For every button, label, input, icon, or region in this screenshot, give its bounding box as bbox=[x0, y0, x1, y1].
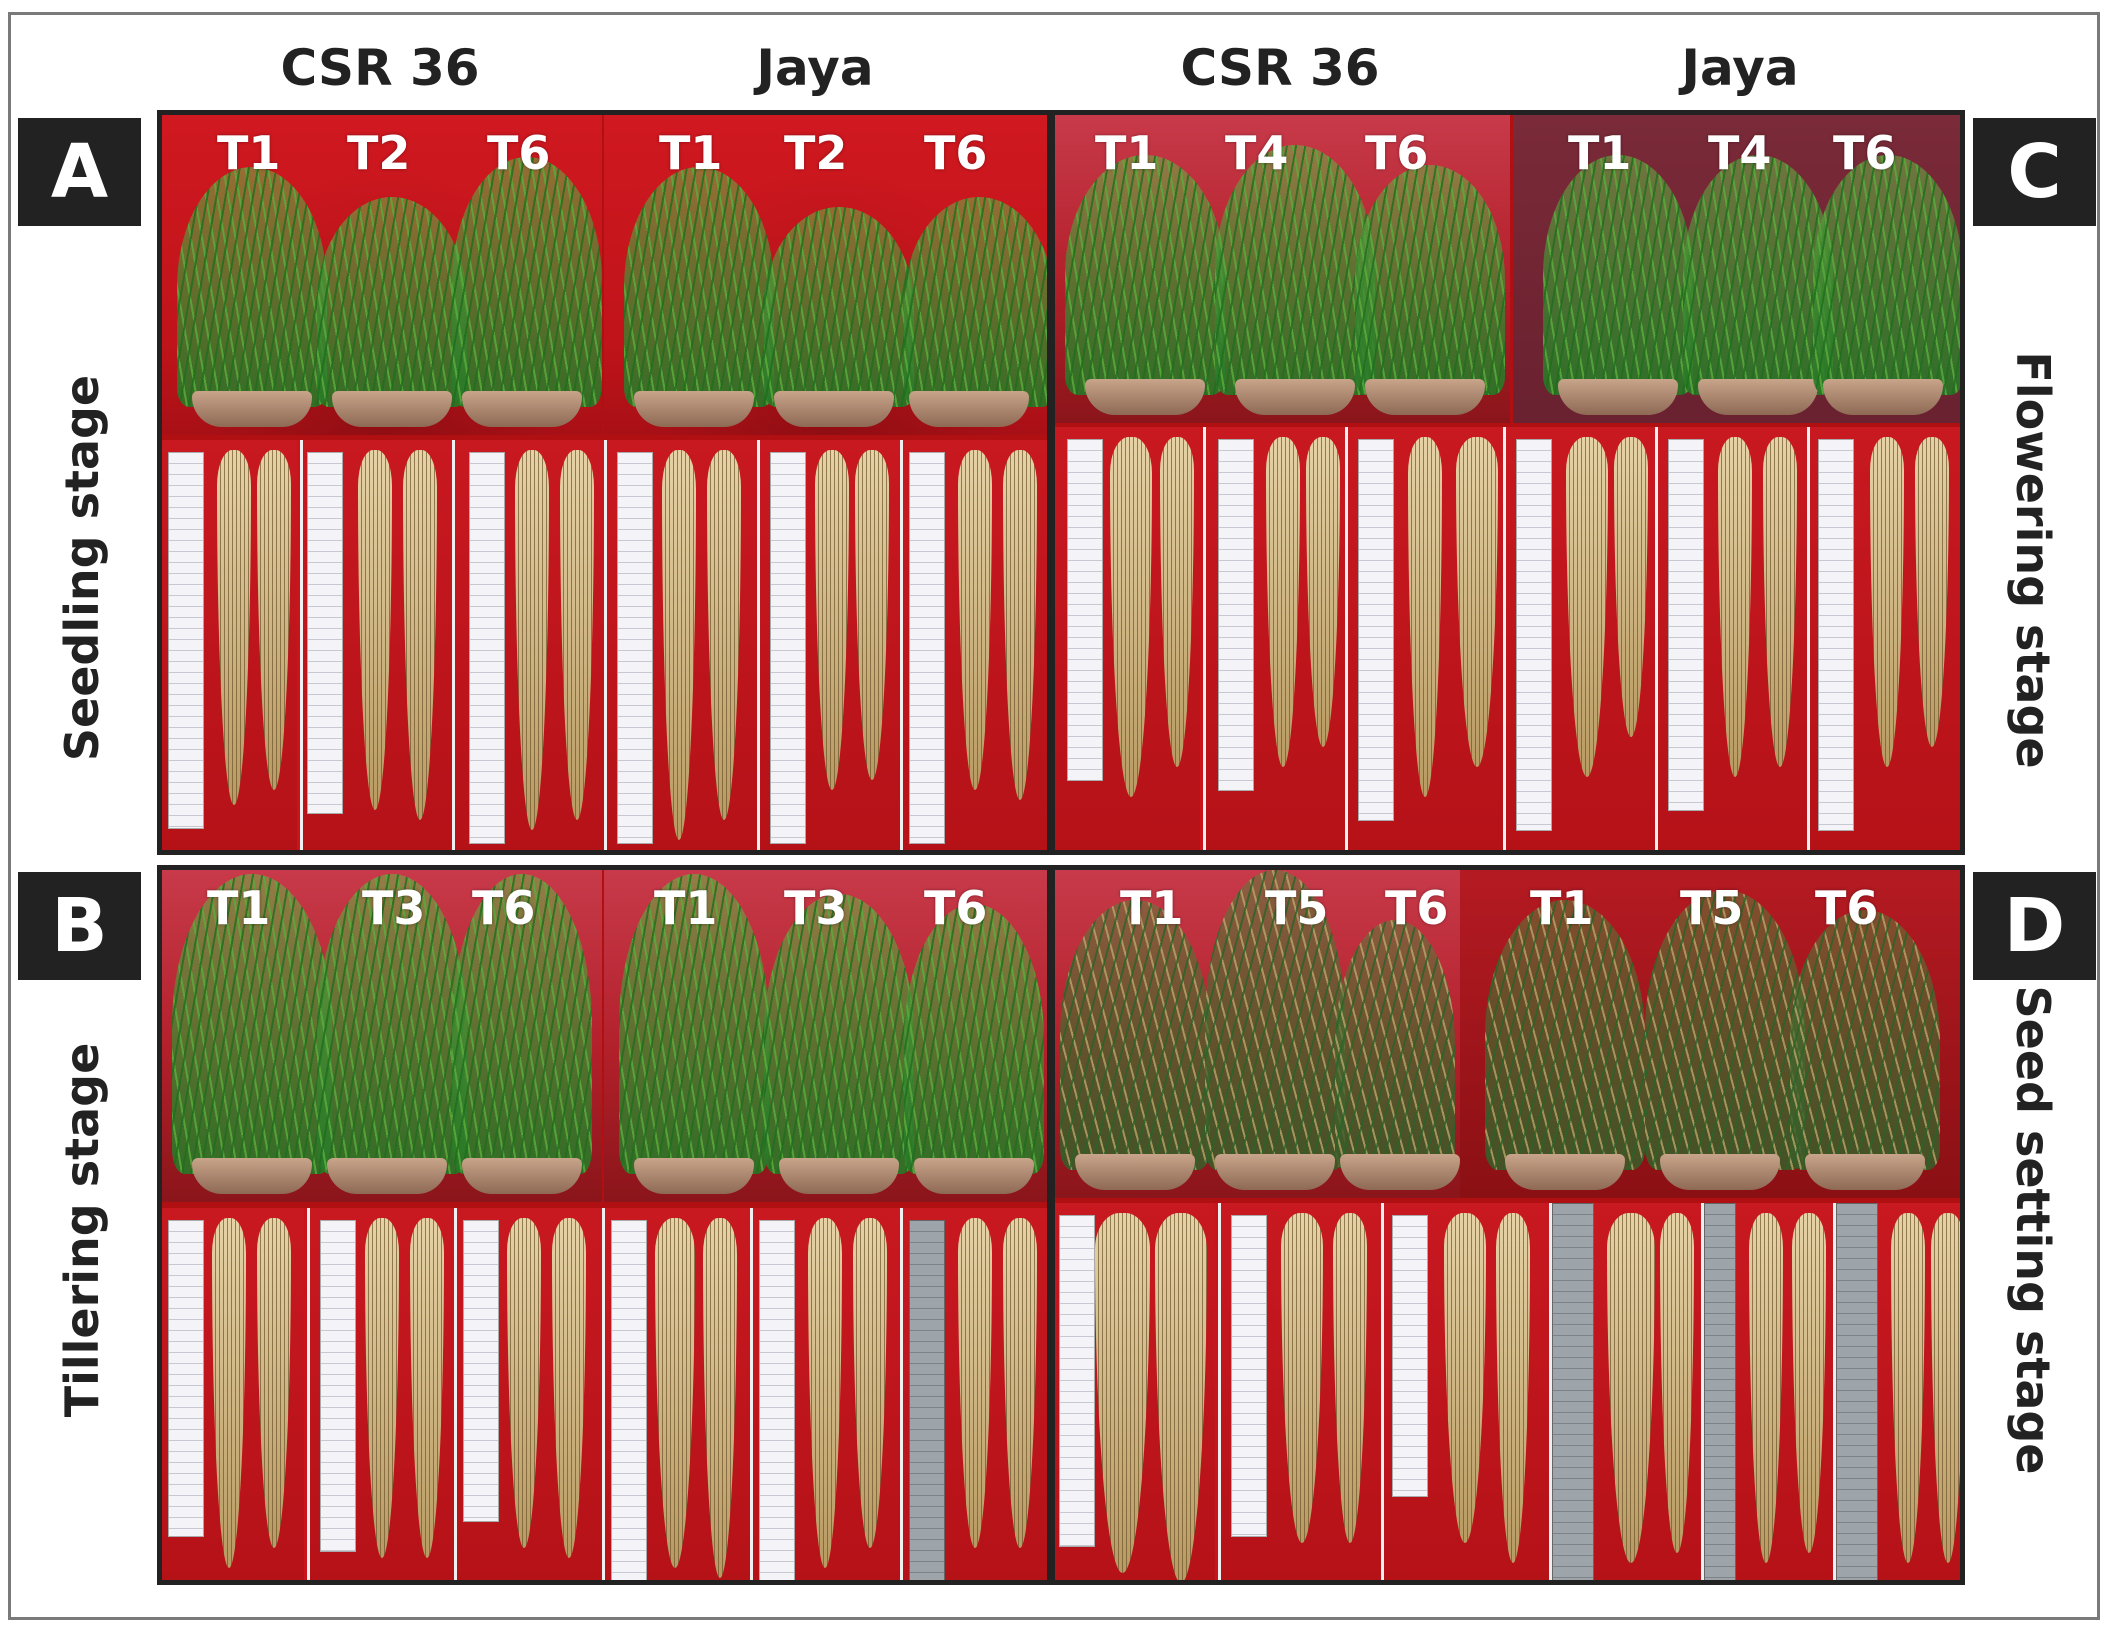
panel-letter-b: B bbox=[18, 872, 141, 980]
panel-a-seedling: T1 T2 T6 T1 T2 T6 bbox=[157, 110, 1052, 855]
panel-a-roots bbox=[162, 440, 1047, 850]
t-label: T1 bbox=[217, 126, 281, 180]
t-label: T1 bbox=[1530, 881, 1594, 935]
t-label: T4 bbox=[1708, 126, 1772, 180]
t-label: T5 bbox=[1265, 881, 1329, 935]
stage-label-tillering: Tillering stage bbox=[55, 1042, 109, 1418]
t-label: T5 bbox=[1680, 881, 1744, 935]
t-label: T6 bbox=[924, 126, 988, 180]
t-label: T1 bbox=[654, 881, 718, 935]
t-label: T6 bbox=[1815, 881, 1879, 935]
t-label: T3 bbox=[784, 881, 848, 935]
panel-b-plants-csr36: T1 T3 T6 bbox=[162, 870, 602, 1202]
cultivar-header-csr36-left: CSR 36 bbox=[280, 39, 480, 97]
t-label: T6 bbox=[1365, 126, 1429, 180]
panel-d-roots bbox=[1055, 1203, 1960, 1580]
stage-label-seed-setting: Seed setting stage bbox=[2006, 985, 2060, 1475]
panel-letter-c: C bbox=[1973, 118, 2096, 226]
t-label: T1 bbox=[659, 126, 723, 180]
panel-b-plants-jaya: T1 T3 T6 bbox=[604, 870, 1047, 1202]
panel-letter-a: A bbox=[18, 118, 141, 226]
cultivar-header-jaya-left: Jaya bbox=[756, 39, 874, 97]
panel-b-tillering: T1 T3 T6 T1 T3 T6 bbox=[157, 865, 1052, 1585]
stage-label-seedling: Seedling stage bbox=[55, 374, 109, 762]
panel-d-seed-setting: T1 T5 T6 T1 T5 T6 bbox=[1050, 865, 1965, 1585]
t-label: T6 bbox=[1833, 126, 1897, 180]
t-label: T4 bbox=[1225, 126, 1289, 180]
t-label: T1 bbox=[1120, 881, 1184, 935]
cultivar-header-csr36-right: CSR 36 bbox=[1180, 39, 1380, 97]
t-label: T6 bbox=[924, 881, 988, 935]
stage-label-flowering: Flowering stage bbox=[2006, 351, 2060, 769]
panel-d-plants-csr36: T1 T5 T6 bbox=[1055, 870, 1460, 1198]
panel-c-plants-jaya: T1 T4 T6 bbox=[1513, 115, 1960, 423]
t-label: T2 bbox=[784, 126, 848, 180]
t-label: T2 bbox=[347, 126, 411, 180]
t-label: T6 bbox=[1385, 881, 1449, 935]
t-label: T1 bbox=[1568, 126, 1632, 180]
panel-c-plants-csr36: T1 T4 T6 bbox=[1055, 115, 1510, 423]
cultivar-header-jaya-right: Jaya bbox=[1681, 39, 1799, 97]
panel-b-roots bbox=[162, 1208, 1047, 1580]
panel-a-plants-jaya: T1 T2 T6 bbox=[604, 115, 1047, 435]
panel-c-roots bbox=[1055, 427, 1960, 850]
t-label: T1 bbox=[207, 881, 271, 935]
panel-d-plants-jaya: T1 T5 T6 bbox=[1460, 870, 1960, 1198]
t-label: T6 bbox=[472, 881, 536, 935]
t-label: T3 bbox=[362, 881, 426, 935]
panel-a-plants-csr36: T1 T2 T6 bbox=[162, 115, 602, 435]
panel-letter-d: D bbox=[1973, 872, 2096, 980]
panel-c-flowering: T1 T4 T6 T1 T4 T6 bbox=[1050, 110, 1965, 855]
t-label: T6 bbox=[487, 126, 551, 180]
t-label: T1 bbox=[1095, 126, 1159, 180]
